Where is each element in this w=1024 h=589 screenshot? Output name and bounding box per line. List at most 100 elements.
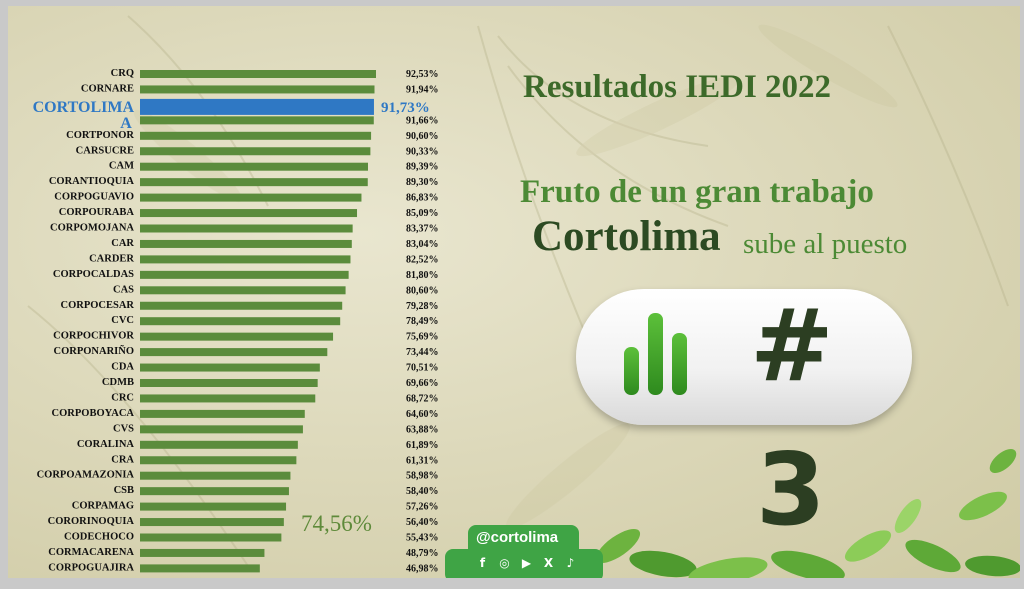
value-label: 56,40% [406, 517, 439, 528]
bar-label: CORANTIOQUIA [49, 176, 135, 187]
bar-label: CORPOAMAZONIA [37, 470, 135, 481]
bar [140, 317, 341, 326]
value-label: 58,40% [406, 486, 439, 497]
bar-label: CDMB [102, 377, 134, 388]
infographic-canvas: CRQ 92,53% CORNARE 91,94% CORTOLIMA 91,73% A 91… [8, 6, 1020, 578]
social-icons-bar [445, 549, 603, 578]
bar [140, 487, 289, 496]
bar [140, 85, 375, 94]
social-icons: f ◎ ▶ X ♪ [474, 554, 579, 571]
bar-label: CORPOMOJANA [50, 223, 134, 234]
bar [140, 363, 320, 372]
page-title: Resultados IEDI 2022 [523, 69, 832, 105]
value-label: 78,49% [406, 316, 439, 327]
bar-label: CAR [111, 238, 134, 249]
bar-label: CVC [111, 315, 134, 326]
bar-label: CRA [111, 454, 134, 465]
bar-label: CODECHOCO [64, 532, 134, 543]
value-label: 46,98% [406, 563, 439, 574]
value-label: 81,80% [406, 270, 439, 281]
bar [140, 162, 368, 171]
average-value: 74,56% [301, 511, 372, 536]
bar-label: CRQ [111, 68, 134, 79]
bar [140, 548, 265, 557]
x-icon[interactable]: X [543, 555, 554, 570]
bar [140, 70, 376, 78]
bar-label: CSB [114, 485, 134, 496]
green-leaves-decoration [595, 449, 1020, 578]
bar-label: CARDER [89, 253, 134, 264]
value-label: 91,66% [406, 115, 439, 126]
bar [140, 131, 372, 140]
value-label: 61,31% [406, 455, 439, 466]
bar [140, 98, 374, 115]
bar-label: CORALINA [77, 439, 135, 450]
instagram-icon[interactable]: ◎ [499, 555, 510, 570]
value-label: 83,04% [406, 239, 439, 250]
rank-number: 3 [756, 431, 826, 548]
bar-label-continuation: A [120, 115, 132, 132]
bar-chart-icon [624, 313, 687, 395]
bar-label: CORPOBOYACA [52, 408, 135, 419]
bar-label: CORMACARENA [48, 547, 134, 558]
bar [140, 332, 334, 341]
brand-name: Cortolima [532, 213, 721, 260]
bar-label: CORPAMAG [72, 501, 134, 512]
bar [140, 440, 298, 449]
bar-label: CORPOGUAVIO [54, 192, 134, 203]
bar-label: CORNARE [81, 83, 134, 94]
bar [140, 425, 303, 434]
value-label: 61,89% [406, 440, 439, 451]
bar [140, 286, 346, 295]
bar-label: CORPOCHIVOR [53, 331, 134, 342]
bar [140, 564, 260, 573]
value-label: 57,26% [406, 502, 439, 513]
bar-label: CORORINOQUIA [48, 516, 135, 527]
value-label: 90,33% [406, 146, 439, 157]
bar-label: CORTOLIMA [33, 99, 135, 116]
bar-label: CAM [109, 161, 134, 172]
tiktok-icon[interactable]: ♪ [566, 555, 575, 570]
bar-label: CORPOURABA [59, 207, 135, 218]
bar [140, 518, 284, 527]
value-label: 92,53% [406, 69, 439, 80]
bar-label: CORPONARIÑO [54, 345, 135, 357]
value-label: 73,44% [406, 347, 439, 358]
bar [140, 270, 349, 279]
bar [140, 348, 328, 357]
value-label: 82,52% [406, 254, 439, 265]
value-label: 55,43% [406, 533, 439, 544]
bar-chart: CRQ 92,53% CORNARE 91,94% CORTOLIMA 91,73% A 91… [33, 68, 439, 578]
bar [140, 255, 351, 264]
social-handle-tab [468, 525, 579, 553]
bar [140, 409, 305, 418]
bar-label: CDA [111, 362, 134, 373]
bar [140, 301, 343, 310]
subtitle-rank-text: sube al puesto [743, 228, 908, 260]
bar [140, 147, 371, 156]
value-label: 86,83% [406, 193, 439, 204]
value-label: 89,30% [406, 177, 439, 188]
value-label: 68,72% [406, 393, 439, 404]
bar [140, 456, 297, 465]
value-label: 91,73% [381, 100, 430, 116]
value-label: 58,98% [406, 471, 439, 482]
bar [140, 178, 368, 187]
bar [140, 193, 362, 202]
bar [140, 471, 291, 480]
facebook-icon[interactable]: f [479, 555, 486, 570]
bar [140, 116, 374, 125]
bar-label: CAS [113, 284, 134, 295]
youtube-icon[interactable]: ▶ [521, 555, 532, 570]
bar [140, 502, 287, 511]
bar-label: CORPOGUAJIRA [48, 562, 134, 573]
value-label: 89,39% [406, 162, 439, 173]
bar-label: CRC [111, 392, 134, 403]
hash-symbol: # [750, 287, 834, 404]
value-label: 64,60% [406, 409, 439, 420]
social-handle[interactable]: @cortolima [476, 529, 559, 546]
value-label: 69,66% [406, 378, 439, 389]
bar [140, 239, 352, 248]
bar [140, 379, 318, 387]
rank-badge [576, 289, 912, 425]
